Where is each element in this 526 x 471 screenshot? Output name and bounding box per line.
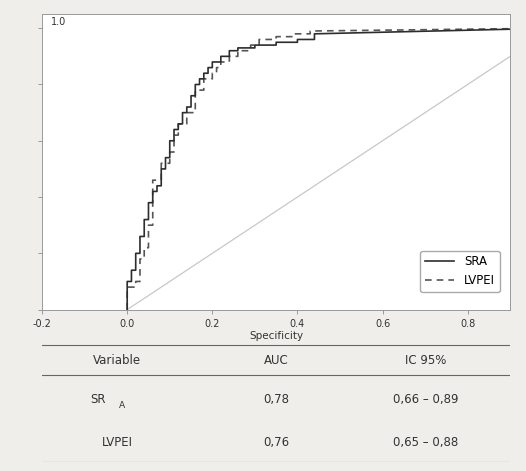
- Text: 0,65 – 0,88: 0,65 – 0,88: [393, 436, 459, 449]
- Legend: SRA, LVPEI: SRA, LVPEI: [420, 251, 500, 292]
- X-axis label: Specificity: Specificity: [249, 332, 303, 341]
- Text: SR: SR: [90, 393, 105, 406]
- Text: 0,78: 0,78: [263, 393, 289, 406]
- Text: AUC: AUC: [264, 354, 289, 367]
- Text: 0,66 – 0,89: 0,66 – 0,89: [393, 393, 459, 406]
- Text: A: A: [119, 401, 125, 410]
- Text: 1.0: 1.0: [52, 17, 67, 27]
- Text: 0,76: 0,76: [263, 436, 289, 449]
- Text: Variable: Variable: [93, 354, 141, 367]
- Text: LVPEI: LVPEI: [102, 436, 133, 449]
- Text: IC 95%: IC 95%: [405, 354, 447, 367]
